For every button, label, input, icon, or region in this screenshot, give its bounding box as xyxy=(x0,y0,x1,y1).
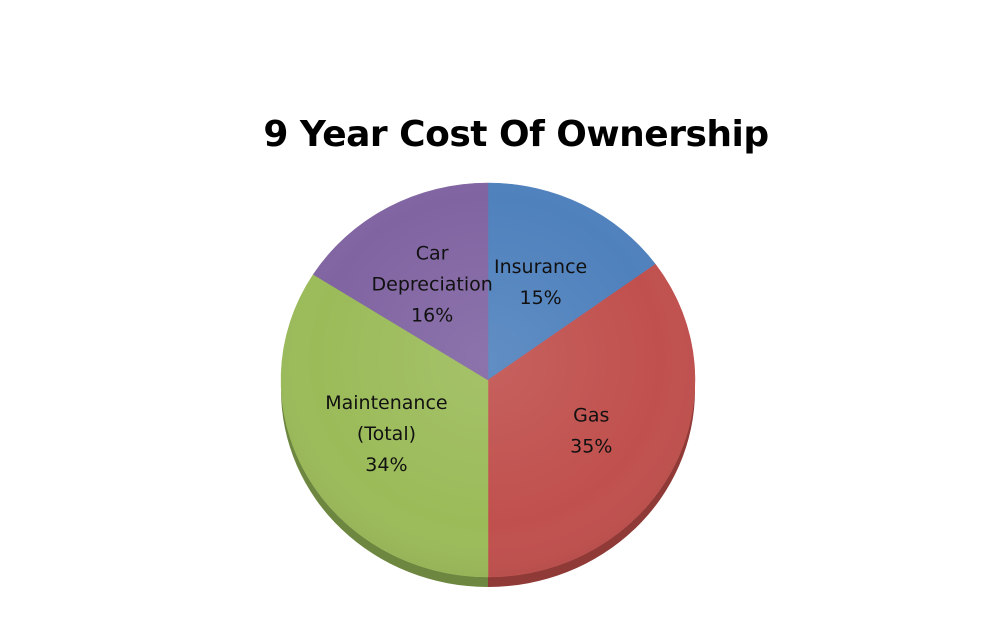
chart-title: 9 Year Cost Of Ownership xyxy=(263,114,769,155)
data-label-category: Depreciation xyxy=(372,273,493,295)
data-label-category: Gas xyxy=(573,405,609,427)
data-label-value: 35% xyxy=(570,436,612,458)
data-label-category: (Total) xyxy=(357,423,416,445)
data-label-maintenance-total: Maintenance (Total) 34% xyxy=(325,392,447,476)
data-label-insurance: Insurance 15% xyxy=(494,256,587,309)
data-label-value: 15% xyxy=(520,287,562,309)
data-label-car-depreciation: Car Depreciation 16% xyxy=(372,242,493,326)
data-label-gas: Gas 35% xyxy=(570,405,612,458)
pie-data-labels: Insurance 15% Gas 35% Maintenance (Total) 34% C… xyxy=(325,242,612,476)
data-label-value: 16% xyxy=(411,304,453,326)
data-label-category: Maintenance xyxy=(325,392,447,414)
data-label-category: Car xyxy=(416,242,449,264)
data-label-value: 34% xyxy=(365,454,407,476)
pie-slices xyxy=(280,182,696,578)
data-label-category: Insurance xyxy=(494,256,587,278)
